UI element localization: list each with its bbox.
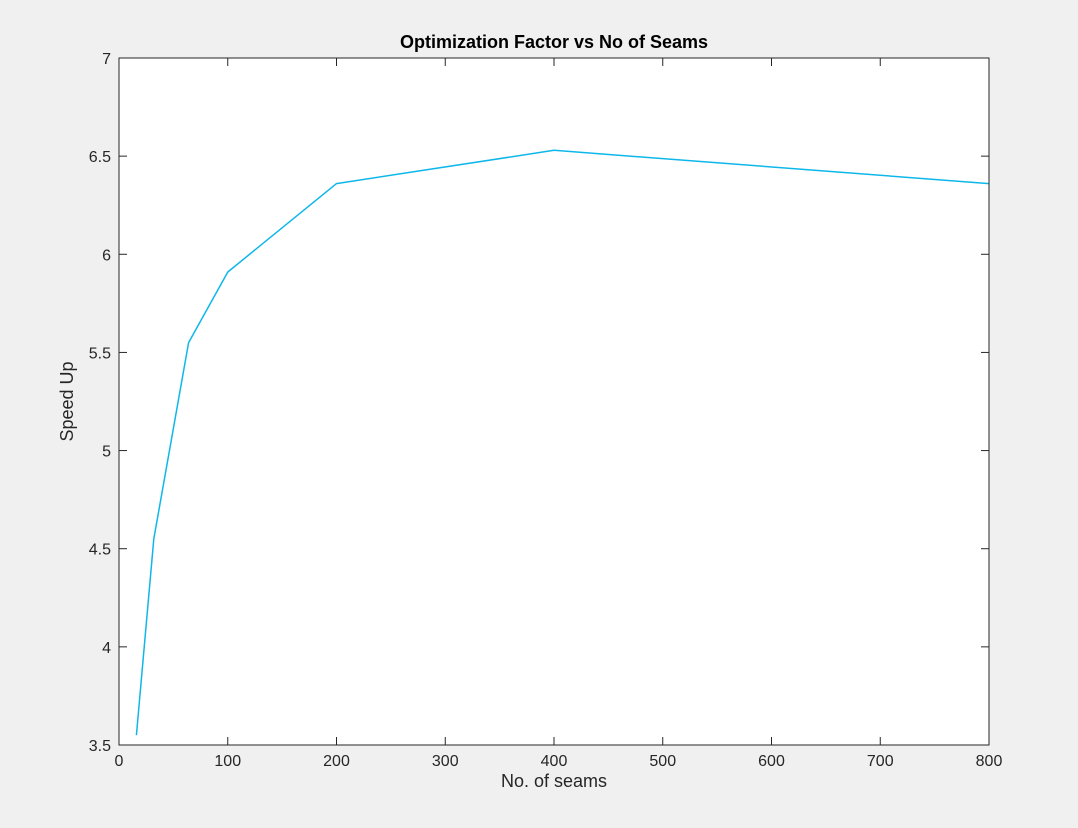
x-tick-label: 100 <box>214 753 241 770</box>
y-tick-label: 4.5 <box>89 542 111 559</box>
x-tick-label: 500 <box>649 753 676 770</box>
y-tick-label: 7 <box>102 51 111 68</box>
x-tick-label: 800 <box>976 753 1003 770</box>
axes-frame <box>118 57 990 746</box>
y-axis-label: Speed Up <box>57 361 77 441</box>
x-tick-label: 600 <box>758 753 785 770</box>
y-tick-label: 6.5 <box>89 149 111 166</box>
x-axis-label: No. of seams <box>501 771 607 791</box>
y-tick-label: 5 <box>102 444 111 461</box>
x-tick-label: 200 <box>323 753 350 770</box>
y-tick-label: 4 <box>102 640 111 657</box>
y-tick-label: 5.5 <box>89 345 111 362</box>
plot-area <box>119 58 989 745</box>
x-tick-label: 700 <box>867 753 894 770</box>
chart-title: Optimization Factor vs No of Seams <box>400 32 708 52</box>
x-tick-label: 400 <box>541 753 568 770</box>
x-tick-label: 0 <box>115 753 124 770</box>
x-tick-label: 300 <box>432 753 459 770</box>
y-tick-label: 3.5 <box>89 738 111 755</box>
y-tick-label: 6 <box>102 247 111 264</box>
